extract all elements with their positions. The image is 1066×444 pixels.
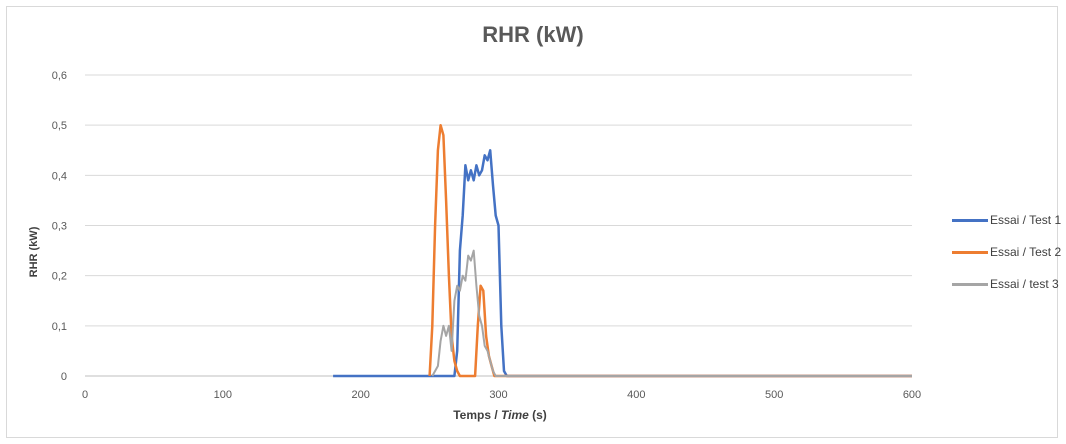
legend-label-test-1: Essai / Test 1 [990,213,1062,227]
legend-swatch-test-3 [952,282,988,286]
y-tick-label: 0,4 [52,170,67,182]
x-tick-label: 300 [489,389,507,401]
legend-label-test-2: Essai / Test 2 [990,245,1062,259]
series-line-1 [333,149,912,378]
y-axis-label: RHR (kW) [28,226,40,278]
y-tick-label: 0 [61,371,67,383]
x-tick-label: 600 [903,389,921,401]
y-tick-label: 0,2 [52,271,67,283]
legend-label-test-3: Essai / test 3 [990,277,1059,291]
x-axis-label-italic: Time [501,408,529,422]
y-tick-label: 0,1 [52,321,67,333]
series-line-2 [428,123,912,378]
legend-item-test-3: Essai / test 3 [952,274,1061,294]
x-tick-label: 100 [214,389,232,401]
chart-frame [6,6,1058,438]
x-tick-label: 500 [765,389,783,401]
legend-swatch-test-2 [952,250,988,254]
chart-legend: Essai / Test 1 Essai / Test 2 Essai / te… [952,210,1061,306]
x-axis-label-main: Temps / [453,408,501,422]
x-tick-label: 200 [351,389,369,401]
x-axis-label-unit: (s) [528,408,547,422]
x-axis-label: Temps / Time (s) [0,408,1000,422]
series-line-3 [431,249,912,377]
legend-item-test-1: Essai / Test 1 [952,210,1061,230]
chart-title: RHR (kW) [482,22,584,47]
y-tick-label: 0,6 [52,70,67,82]
x-tick-label: 400 [627,389,645,401]
y-tick-label: 0,3 [52,221,67,233]
legend-item-test-2: Essai / Test 2 [952,242,1061,262]
x-tick-label: 0 [82,389,88,401]
y-tick-label: 0,5 [52,120,67,132]
legend-swatch-test-1 [952,218,988,222]
